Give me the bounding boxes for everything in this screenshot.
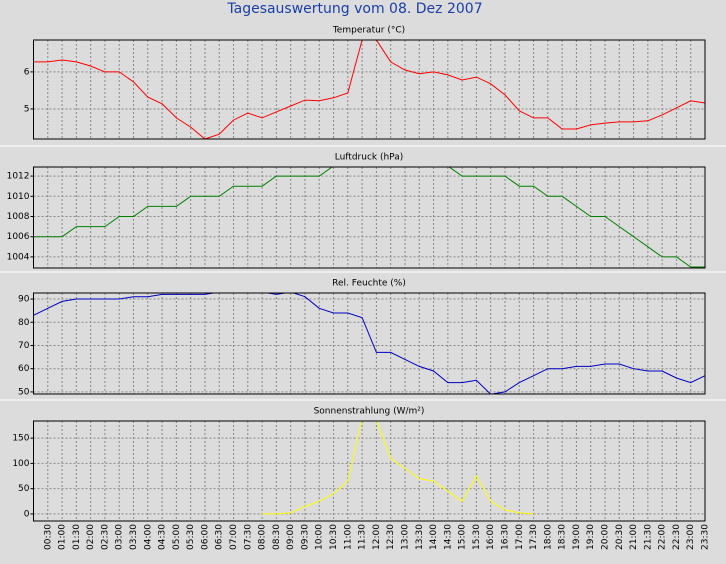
data-line [33,40,705,139]
y-tick-label: 1004 [7,252,30,262]
x-tick-label: 21:00 [629,524,639,550]
plot-border [33,420,706,522]
y-tick-label: 90 [18,295,30,305]
y-tick-label: 50 [18,387,30,397]
x-tick-label: 05:30 [186,524,196,550]
x-tick-label: 18:30 [558,524,568,550]
x-tick-label: 15:30 [472,524,482,550]
y-tick-label: 1010 [7,192,30,202]
y-tick-label: 1012 [7,172,30,182]
x-tick-label: 06:30 [215,524,225,550]
x-tick-label: 14:30 [443,524,453,550]
y-tick-label: 6 [24,67,30,77]
plot-area [33,40,705,139]
y-tick-label: 70 [18,341,30,351]
x-tick-label: 17:00 [515,524,525,550]
x-tick-label: 01:00 [58,524,68,550]
y-tick-label: 80 [18,318,30,328]
x-tick-label: 03:30 [129,524,139,550]
x-tick-label: 16:00 [486,524,496,550]
x-tick-label: 10:00 [315,524,325,550]
y-tick-label: 150 [12,434,29,444]
x-tick-label: 15:00 [458,524,468,550]
x-tick-label: 23:30 [701,524,711,550]
x-tick-label: 02:00 [86,524,96,550]
x-tick-label: 20:00 [600,524,610,550]
panel-title: Temperatur (°C) [332,26,405,36]
plot-area [33,167,705,268]
y-tick-label: 50 [18,484,30,494]
x-tick-label: 03:00 [115,524,125,550]
data-line [262,421,534,515]
x-tick-label: 14:00 [429,524,439,550]
x-tick-label: 08:30 [272,524,282,550]
plot-area [33,421,705,521]
plot-border [33,292,706,395]
x-tick-label: 04:30 [158,524,168,550]
y-tick-label: 100 [12,459,29,469]
x-tick-label: 07:30 [243,524,253,550]
plot-border [33,166,706,269]
y-tick-label: 0 [24,509,30,519]
page-title: Tagesauswertung vom 08. Dez 2007 [226,1,482,17]
plot-area [33,293,705,394]
x-tick-label: 13:30 [415,524,425,550]
y-tick-label: 1008 [7,212,30,222]
x-tick-label: 22:30 [672,524,682,550]
x-tick-label: 19:30 [586,524,596,550]
x-tick-label: 13:00 [400,524,410,550]
x-tick-label: 20:30 [615,524,625,550]
data-line [33,167,705,268]
data-line [33,293,705,394]
x-tick-label: 12:30 [386,524,396,550]
x-tick-label: 00:30 [43,524,53,550]
x-tick-label: 22:00 [658,524,668,550]
x-tick-label: 11:00 [343,524,353,550]
x-tick-label: 06:00 [200,524,210,550]
x-tick-label: 18:00 [543,524,553,550]
y-tick-label: 1006 [7,232,30,242]
y-tick-label: 5 [24,104,30,114]
panel-title: Sonnenstrahlung (W/m²) [314,407,425,417]
x-tick-label: 21:30 [643,524,653,550]
panel-title: Luftdruck (hPa) [335,153,404,163]
x-tick-label: 02:30 [100,524,110,550]
x-tick-label: 19:00 [572,524,582,550]
x-tick-label: 17:30 [529,524,539,550]
x-tick-label: 05:00 [172,524,182,550]
x-tick-label: 09:00 [286,524,296,550]
x-tick-label: 23:00 [686,524,696,550]
panel-title: Rel. Feuchte (%) [332,279,406,289]
x-tick-label: 04:00 [143,524,153,550]
x-tick-label: 07:00 [229,524,239,550]
x-tick-label: 08:00 [258,524,268,550]
y-tick-label: 60 [18,364,30,374]
x-tick-label: 09:30 [300,524,310,550]
x-tick-label: 11:30 [358,524,368,550]
x-tick-label: 16:30 [500,524,510,550]
plot-border [33,39,706,140]
x-tick-label: 12:00 [372,524,382,550]
x-tick-label: 10:30 [329,524,339,550]
x-tick-label: 01:30 [72,524,82,550]
